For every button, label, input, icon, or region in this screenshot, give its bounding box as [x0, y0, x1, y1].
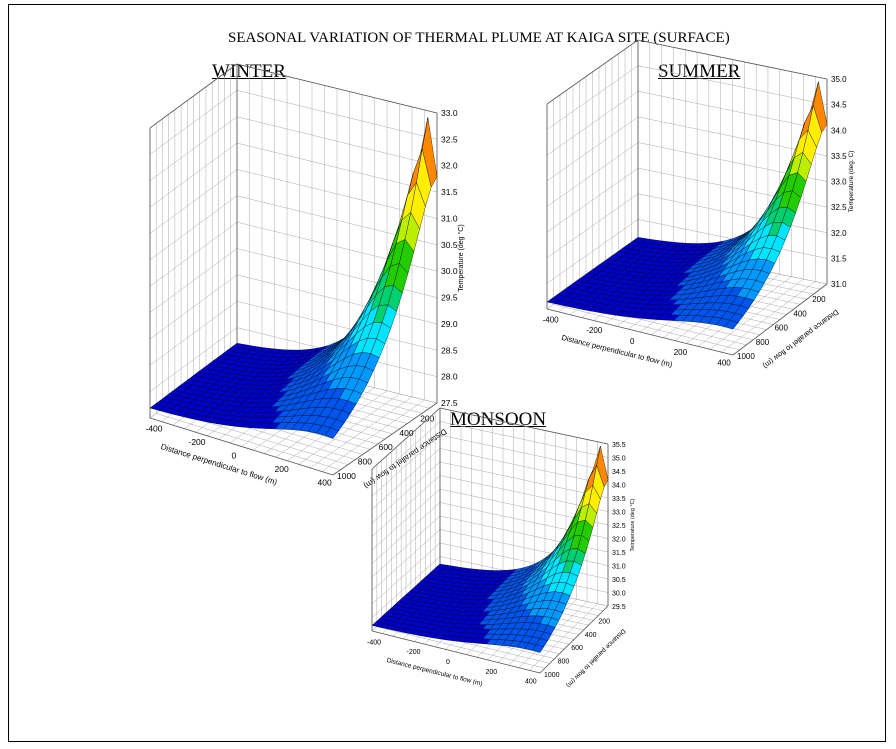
z-tick-label: 34.5 [612, 469, 626, 476]
z-tick-label: 32.5 [441, 134, 458, 144]
x-tick-label: -400 [543, 315, 560, 324]
y-tick-label: 200 [598, 618, 610, 625]
z-axis-label: Temperature (deg °C) [630, 498, 636, 551]
z-tick-label: 32.5 [612, 523, 626, 530]
y-tick-label: 400 [399, 428, 413, 438]
z-tick-label: 29.5 [612, 604, 626, 611]
x-tick-label: 400 [525, 679, 537, 686]
z-tick-label: 31.5 [612, 550, 626, 557]
z-tick-label: 33.5 [612, 496, 626, 503]
monsoon-surface-plot: 29.5 30.0 30.5 31.0 31.5 32.0 32.5 33.0 33.5 34.0… [367, 407, 636, 689]
y-tick-label: 600 [379, 442, 393, 452]
y-tick-label: 1000 [544, 672, 560, 679]
z-tick-label: 29.5 [441, 293, 458, 303]
z-tick-label: 30.0 [441, 266, 458, 276]
z-axis-label: Temperature (deg. C) [848, 151, 855, 213]
x-tick-label: 0 [232, 451, 237, 461]
summer-surface-plot: 31.0 31.5 32.0 32.5 33.0 33.5 34.0 34.5 35.0 -400… [543, 39, 855, 371]
x-tick-label: 0 [446, 659, 450, 666]
surface-cell [546, 298, 561, 304]
z-tick-label: 34.5 [831, 101, 847, 110]
z-tick-label: 30.0 [612, 591, 626, 598]
z-tick-label: 35.0 [612, 456, 626, 463]
x-tick-label: -400 [145, 424, 162, 434]
z-tick-label: 32.5 [831, 203, 847, 212]
z-tick-label: 32.0 [831, 229, 847, 238]
surface [546, 81, 828, 330]
z-tick-label: 35.0 [831, 75, 847, 84]
z-tick-label: 29.0 [441, 319, 458, 329]
z-tick-label: 31.0 [612, 564, 626, 571]
z-tick-label: 31.5 [441, 187, 458, 197]
x-tick-label: 0 [630, 337, 635, 346]
z-tick-label: 28.5 [441, 345, 458, 355]
x-tick-label: -200 [407, 649, 421, 656]
z-tick-label: 35.5 [612, 442, 626, 449]
z-tick-label: 33.0 [441, 108, 458, 118]
x-tick-label: 200 [485, 669, 497, 676]
y-tick-label: 1000 [337, 471, 356, 481]
x-tick-label: 200 [275, 464, 289, 474]
y-tick-label: 200 [812, 295, 826, 304]
y-tick-label: 400 [793, 309, 807, 318]
x-tick-label: -200 [188, 437, 205, 447]
z-tick-label: 31.0 [831, 280, 847, 289]
z-tick-label: 33.5 [831, 152, 847, 161]
monsoon-title: MONSOON [450, 409, 547, 430]
y-tick-label: 1000 [737, 352, 755, 361]
y-tick-label: 400 [585, 632, 597, 639]
surface [149, 117, 438, 439]
y-tick-label: 200 [420, 413, 434, 423]
z-tick-label: 32.0 [612, 537, 626, 544]
winter-title: WINTER [212, 61, 286, 82]
figure-title: SEASONAL VARIATION OF THERMAL PLUME AT K… [228, 30, 730, 46]
surface-cell [149, 404, 164, 411]
y-tick-label: 800 [756, 338, 770, 347]
winter-surface-plot: 27.5 28.0 28.5 29.0 29.5 30.0 30.5 31.0 31.5 32.0… [145, 63, 465, 491]
surface [371, 445, 609, 653]
x-tick-label: 400 [318, 477, 332, 487]
surface-cell [371, 621, 384, 628]
z-tick-label: 28.0 [441, 372, 458, 382]
y-tick-label: 600 [775, 324, 789, 333]
summer-title: SUMMER [658, 61, 741, 82]
z-tick-label: 30.5 [612, 577, 626, 584]
y-tick-label: 800 [358, 457, 372, 467]
z-axis-label: Temperature (deg °C) [457, 224, 465, 291]
z-tick-label: 30.5 [441, 240, 458, 250]
x-tick-label: -400 [367, 639, 381, 646]
z-tick-label: 32.0 [441, 161, 458, 171]
z-tick-label: 31.0 [441, 213, 458, 223]
x-tick-label: 400 [717, 359, 731, 368]
y-tick-label: 800 [558, 659, 570, 666]
z-tick-label: 33.0 [612, 510, 626, 517]
y-tick-label: 600 [571, 645, 583, 652]
z-tick-label: 34.0 [831, 126, 847, 135]
z-tick-label: 31.5 [831, 254, 847, 263]
x-axis-label: Distance perpendicular to flow (m) [561, 333, 674, 369]
z-tick-label: 33.0 [831, 178, 847, 187]
x-tick-label: 200 [674, 348, 688, 357]
x-tick-label: -200 [586, 326, 603, 335]
z-tick-label: 34.0 [612, 483, 626, 490]
figure-frame [8, 4, 886, 742]
z-tick-label: 27.5 [441, 398, 458, 408]
x-axis-label: Distance perpendicular to flow (m) [386, 657, 483, 688]
